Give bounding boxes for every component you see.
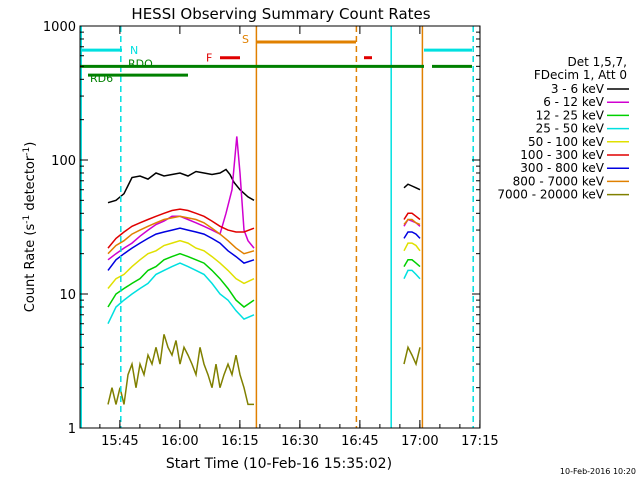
vertical-lines-layer xyxy=(80,26,474,428)
series-line-100-300-kev-1 xyxy=(403,212,421,221)
series-line-800-7000-kev-1 xyxy=(403,218,421,226)
x-axis-label: Start Time (10-Feb-16 15:35:02) xyxy=(166,456,392,472)
axis-ticks: 15:45 16:00 16:15 16:30 16:45 17:00 17:15 1 10 10… xyxy=(43,20,499,449)
y-axis-label-sup1: -1 xyxy=(22,215,32,224)
legend-label-50-100-kev: 50 - 100 keV xyxy=(528,135,605,149)
series-line-25-50-kev-1 xyxy=(403,269,421,280)
legend-header-line1: Det 1,5,7, xyxy=(568,55,628,69)
y-tick-label-3: 1000 xyxy=(43,20,76,35)
series-layer xyxy=(107,136,421,406)
legend-header-line2: FDecim 1, Att 0 xyxy=(534,68,627,82)
series-line-7000-20000-kev-1 xyxy=(403,345,421,367)
series-line-300-800-kev-1 xyxy=(403,231,421,239)
y-tick-label-0: 1 xyxy=(68,422,76,437)
y-axis-label-prefix: Count Rate (s xyxy=(23,224,38,313)
x-tick-label-5: 17:00 xyxy=(401,434,438,449)
timestamp: 10-Feb-2016 10:20 xyxy=(560,467,636,476)
flag-label-f: F xyxy=(206,52,212,65)
y-axis-label-mid: detector xyxy=(23,155,38,215)
flag-label-rd6: RD6 xyxy=(90,72,113,85)
series-line-100-300-kev-0 xyxy=(107,208,255,249)
x-tick-label-1: 16:00 xyxy=(161,434,198,449)
x-tick-label-3: 16:30 xyxy=(281,434,318,449)
flag-label-rdo: RDO xyxy=(128,57,153,70)
y-axis-label-suffix: ) xyxy=(23,142,38,147)
flag-label-n: N xyxy=(130,44,138,57)
x-tick-label-6: 17:15 xyxy=(461,434,498,449)
legend-label-100-300-kev: 100 - 300 keV xyxy=(520,148,604,162)
y-tick-label-2: 100 xyxy=(51,154,76,169)
x-tick-label-2: 16:15 xyxy=(221,434,258,449)
flag-label-s: S xyxy=(242,33,249,46)
series-line-50-100-kev-0 xyxy=(107,239,255,289)
legend-label-3-6-kev: 3 - 6 keV xyxy=(551,82,605,96)
y-tick-label-1: 10 xyxy=(59,288,76,303)
series-line-12-25-kev-0 xyxy=(107,252,255,308)
chart-title: HESSI Observing Summary Count Rates xyxy=(131,5,430,23)
series-line-800-7000-kev-0 xyxy=(107,215,255,255)
legend-label-800-7000-kev: 800 - 7000 keV xyxy=(513,174,605,188)
legend-label-6-12-kev: 6 - 12 keV xyxy=(543,95,605,109)
series-line-300-800-kev-0 xyxy=(107,227,255,271)
legend-label-25-50-kev: 25 - 50 keV xyxy=(536,122,605,136)
x-tick-label-0: 15:45 xyxy=(101,434,138,449)
series-line-3-6-kev-1 xyxy=(403,183,421,191)
legend-label-12-25-kev: 12 - 25 keV xyxy=(536,108,605,122)
y-axis-label-sup2: -1 xyxy=(22,147,32,156)
series-line-6-12-kev-0 xyxy=(107,136,255,261)
y-axis-label: Count Rate (s-1 detector-1) xyxy=(22,142,38,313)
x-tick-label-4: 16:45 xyxy=(341,434,378,449)
series-line-50-100-kev-1 xyxy=(403,242,421,252)
series-line-12-25-kev-1 xyxy=(403,259,421,268)
legend-label-7000-20000-kev: 7000 - 20000 keV xyxy=(497,188,604,202)
legend-label-300-800-kev: 300 - 800 keV xyxy=(520,161,604,175)
series-line-7000-20000-kev-0 xyxy=(107,334,254,406)
series-line-25-50-kev-0 xyxy=(107,262,255,325)
